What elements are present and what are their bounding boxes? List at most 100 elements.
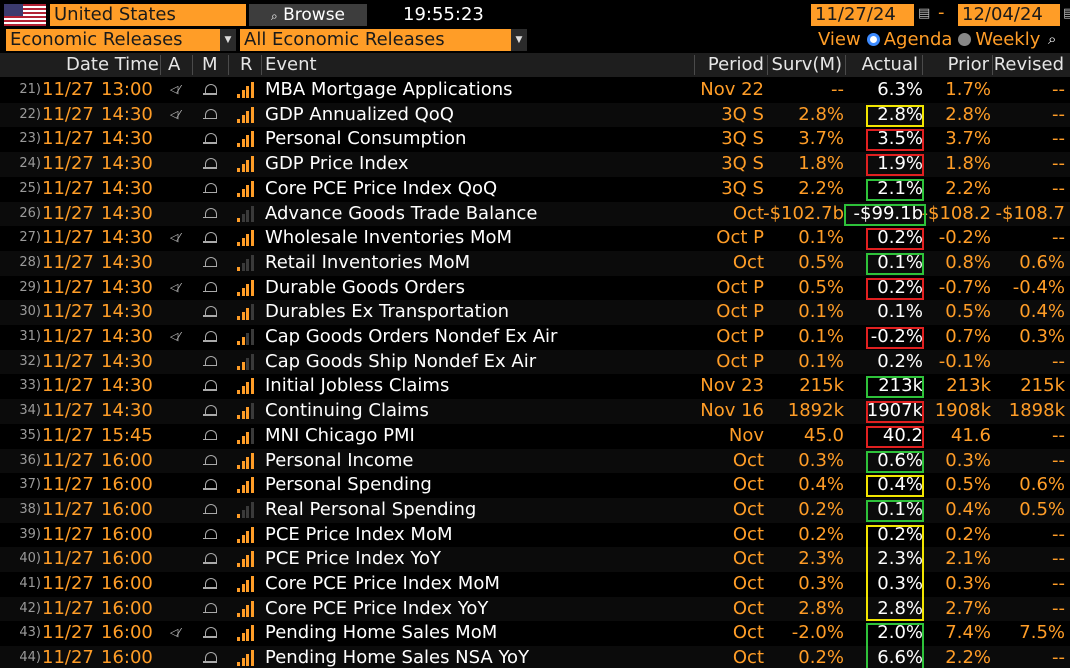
col-m[interactable]: M (202, 54, 218, 75)
bell-icon[interactable] (201, 78, 219, 97)
table-row[interactable]: 36) 11/27 16:00 Personal Income Oct 0.3% 0.6% 0… (0, 448, 1070, 474)
agenda-radio[interactable] (866, 33, 880, 46)
speaker-icon[interactable]: ◁⁄ (169, 626, 181, 640)
table-row[interactable]: 21) 11/27 13:00 ◁⁄ MBA Mortgage Applications… (0, 78, 1070, 103)
table-row[interactable]: 25) 11/27 14:30 Core PCE Price Index QoQ 3Q … (0, 177, 1070, 202)
event-name[interactable]: Core PCE Price Index QoQ (265, 177, 498, 199)
bell-icon[interactable] (201, 449, 219, 468)
speaker-icon[interactable]: ◁⁄ (169, 330, 181, 343)
col-prior[interactable]: Prior (947, 54, 989, 75)
table-row[interactable]: 28) 11/27 14:30 Retail Inventories MoM Oct 0.… (0, 250, 1070, 276)
table-row[interactable]: 44) 11/27 16:00 Pending Home Sales NSA YoY O… (0, 646, 1070, 668)
country-field[interactable]: United States (50, 4, 246, 26)
table-row[interactable]: 29) 11/27 14:30 ◁⁄ Durable Goods Orders Oct P… (0, 276, 1070, 301)
event-name[interactable]: PCE Price Index MoM (265, 523, 453, 545)
agenda-label[interactable]: Agenda (883, 29, 953, 50)
event-name[interactable]: Cap Goods Orders Nondef Ex Air (265, 326, 558, 347)
weekly-radio[interactable] (958, 33, 972, 46)
bell-icon[interactable] (201, 103, 219, 122)
event-name[interactable]: Cap Goods Ship Nondef Ex Air (265, 350, 537, 372)
col-a[interactable]: A (168, 54, 181, 75)
table-row[interactable]: 23) 11/27 14:30 Personal Consumption 3Q S 3.7… (0, 127, 1070, 152)
event-name[interactable]: Core PCE Price Index YoY (265, 597, 489, 619)
bell-icon[interactable] (201, 523, 219, 542)
bell-icon[interactable] (201, 251, 219, 270)
event-name[interactable]: Pending Home Sales MoM (265, 622, 498, 644)
table-row[interactable]: 35) 11/27 15:45 MNI Chicago PMI Nov 45.0 40.2 4… (0, 424, 1070, 449)
speaker-icon[interactable]: ◁⁄ (169, 83, 181, 96)
category-dropdown[interactable]: Economic Releases ▼ (6, 29, 236, 51)
event-name[interactable]: Personal Consumption (265, 128, 467, 150)
event-name[interactable]: MBA Mortgage Applications (265, 79, 513, 100)
bell-icon[interactable] (201, 621, 219, 640)
table-row[interactable]: 42) 11/27 16:00 Core PCE Price Index YoY Oct… (0, 596, 1070, 622)
chevron-down-icon[interactable]: ▼ (220, 29, 236, 51)
bell-icon[interactable] (201, 473, 219, 492)
table-row[interactable]: 34) 11/27 14:30 Continuing Claims Nov 16 1892… (0, 399, 1070, 424)
search-plus-icon[interactable]: ⌕ (1048, 30, 1057, 48)
col-actual[interactable]: Actual (861, 54, 918, 75)
event-name[interactable]: Pending Home Sales NSA YoY (265, 647, 530, 668)
bell-icon[interactable] (201, 646, 219, 665)
table-row[interactable]: 38) 11/27 16:00 Real Personal Spending Oct 0.… (0, 497, 1070, 523)
speaker-icon[interactable]: ◁⁄ (169, 231, 181, 245)
bell-icon[interactable] (201, 127, 219, 146)
table-row[interactable]: 41) 11/27 16:00 Core PCE Price Index MoM Oct… (0, 572, 1070, 597)
col-r[interactable]: R (240, 54, 253, 75)
speaker-icon[interactable]: ◁⁄ (169, 107, 181, 121)
col-revised[interactable]: Revised (993, 54, 1064, 75)
col-datetime[interactable]: Date Time (66, 54, 159, 75)
table-row[interactable]: 26) 11/27 14:30 Advance Goods Trade Balance… (0, 201, 1070, 227)
event-name[interactable]: Personal Income (265, 449, 414, 471)
table-row[interactable]: 37) 11/27 16:00 Personal Spending Oct 0.4% 0.4… (0, 473, 1070, 498)
bell-icon[interactable] (201, 572, 219, 591)
event-name[interactable]: GDP Price Index (265, 153, 409, 175)
end-date-field[interactable]: 12/04/24 (958, 4, 1060, 26)
table-row[interactable]: 27) 11/27 14:30 ◁⁄ Wholesale Inventories MoM… (0, 226, 1070, 251)
table-row[interactable]: 24) 11/27 14:30 GDP Price Index 3Q S 1.8% 1.9%… (0, 152, 1070, 177)
event-name[interactable]: Core PCE Price Index MoM (265, 573, 500, 594)
weekly-label[interactable]: Weekly (975, 29, 1041, 50)
bell-icon[interactable] (201, 547, 219, 566)
chevron-down-icon[interactable]: ▼ (511, 29, 527, 51)
bell-icon[interactable] (201, 424, 219, 443)
table-row[interactable]: 32) 11/27 14:30 Cap Goods Ship Nondef Ex Ai… (0, 349, 1070, 375)
bell-icon[interactable] (201, 152, 219, 171)
event-name[interactable]: Initial Jobless Claims (265, 375, 450, 397)
event-name[interactable]: Real Personal Spending (265, 498, 477, 520)
bell-icon[interactable] (201, 226, 219, 245)
speaker-icon[interactable]: ◁⁄ (169, 280, 181, 294)
table-row[interactable]: 43) 11/27 16:00 ◁⁄ Pending Home Sales MoM Oct… (0, 621, 1070, 646)
calendar-icon[interactable]: ▤ (918, 6, 931, 21)
table-row[interactable]: 22) 11/27 14:30 ◁⁄ GDP Annualized QoQ 3Q S 2.8… (0, 102, 1070, 128)
table-row[interactable]: 33) 11/27 14:30 Initial Jobless Claims Nov 2… (0, 374, 1070, 399)
start-date-field[interactable]: 11/27/24 (811, 4, 914, 26)
bell-icon[interactable] (201, 177, 219, 196)
calendar-icon[interactable]: ▤ (1063, 6, 1070, 21)
bell-icon[interactable] (201, 350, 219, 369)
col-period[interactable]: Period (707, 54, 764, 75)
event-name[interactable]: Personal Spending (265, 474, 432, 496)
event-name[interactable]: Durables Ex Transportation (265, 301, 510, 323)
bell-icon[interactable] (201, 276, 219, 295)
event-name[interactable]: MNI Chicago PMI (265, 424, 415, 446)
event-name[interactable]: Continuing Claims (265, 400, 429, 422)
table-row[interactable]: 40) 11/27 16:00 PCE Price Index YoY Oct 2.3% 2… (0, 547, 1070, 572)
bell-icon[interactable] (201, 325, 219, 344)
subcategory-dropdown[interactable]: All Economic Releases ▼ (240, 29, 527, 51)
event-name[interactable]: Retail Inventories MoM (265, 251, 471, 273)
event-name[interactable]: Wholesale Inventories MoM (265, 227, 513, 249)
col-surv[interactable]: Surv(M) (771, 54, 842, 75)
bell-icon[interactable] (201, 399, 219, 418)
bell-icon[interactable] (201, 597, 219, 616)
bell-icon[interactable] (201, 498, 219, 517)
col-event[interactable]: Event (265, 54, 317, 75)
bell-icon[interactable] (201, 300, 219, 319)
event-name[interactable]: PCE Price Index YoY (265, 548, 442, 570)
event-name[interactable]: GDP Annualized QoQ (265, 103, 454, 125)
browse-button[interactable]: ⌕ Browse (249, 4, 367, 26)
bell-icon[interactable] (201, 374, 219, 393)
bell-icon[interactable] (201, 202, 219, 221)
table-row[interactable]: 39) 11/27 16:00 PCE Price Index MoM Oct 0.2% 0… (0, 523, 1070, 548)
table-row[interactable]: 30) 11/27 14:30 Durables Ex Transportation O… (0, 300, 1070, 325)
